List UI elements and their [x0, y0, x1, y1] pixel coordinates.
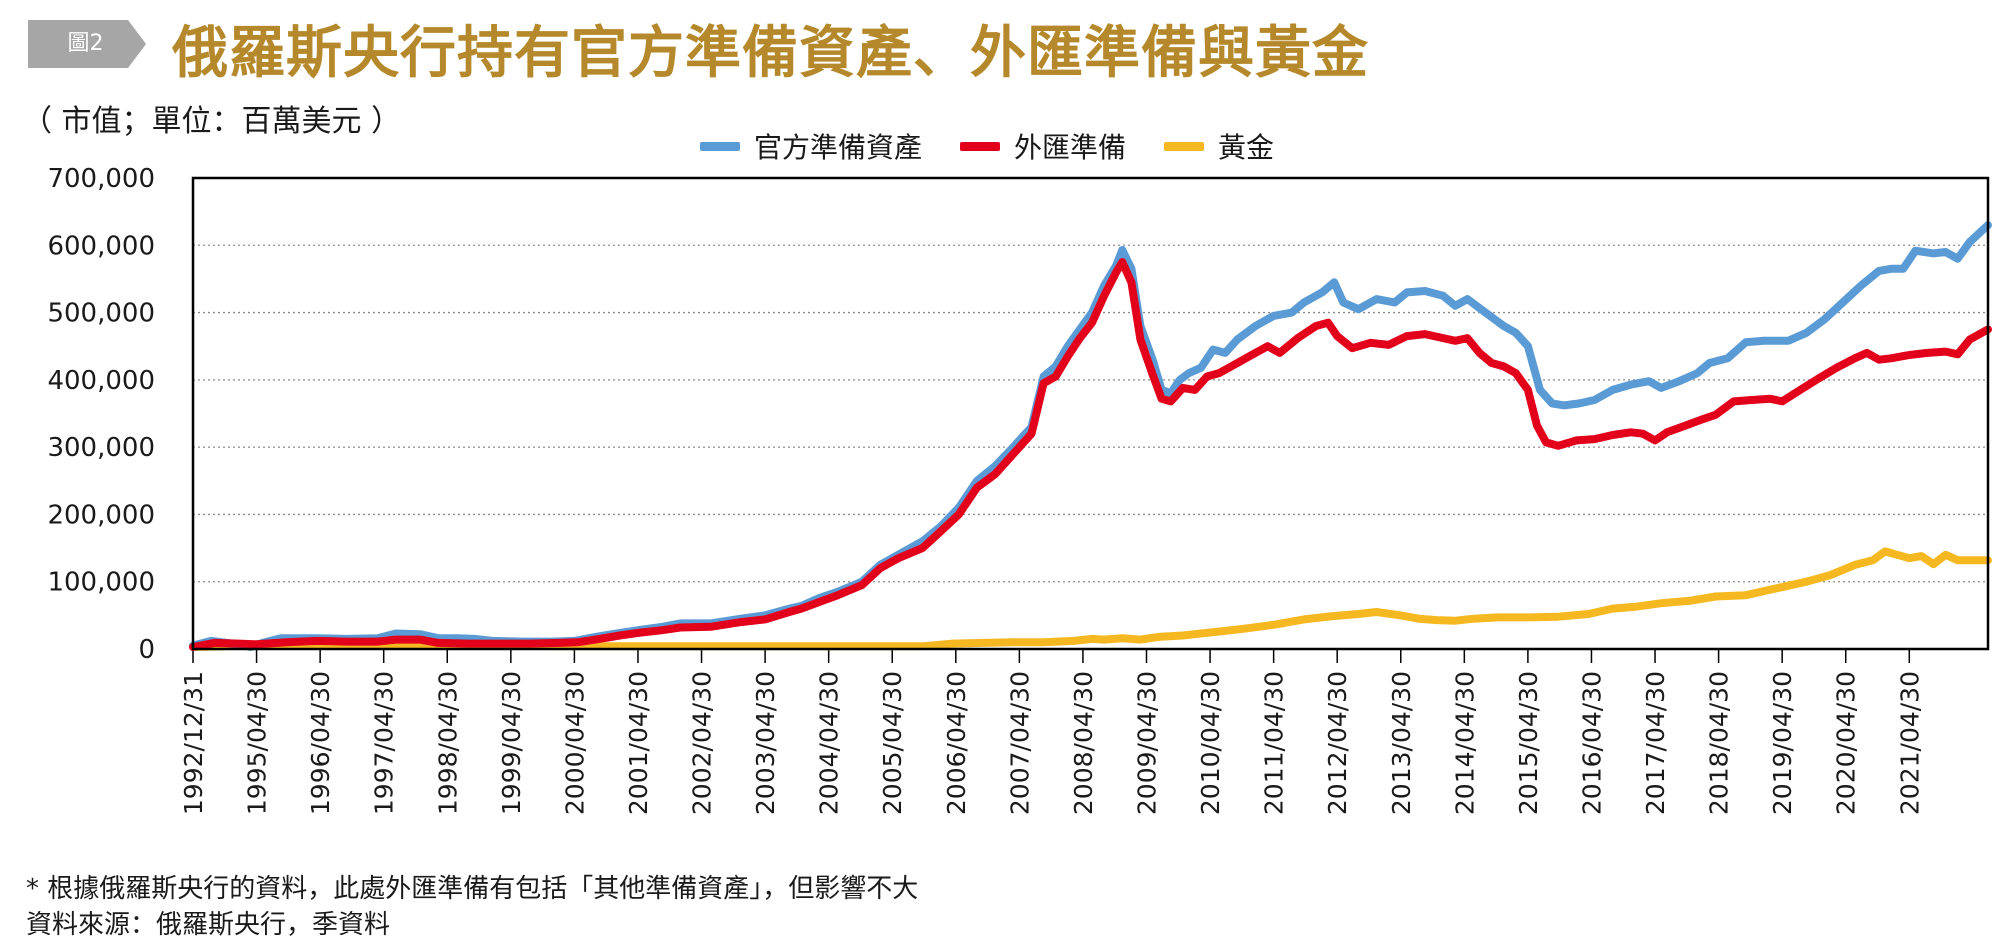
legend-label-total: 官方準備資產	[754, 131, 923, 164]
y-tick-label: 600,000	[47, 231, 155, 261]
x-tick-label: 2007/04/30	[1005, 671, 1034, 815]
legend-item-total: 官方準備資產	[700, 126, 922, 166]
x-tick-label: 2002/04/30	[688, 671, 717, 815]
legend-item-fx: 外匯準備	[960, 126, 1126, 166]
legend-label-gold: 黃金	[1218, 131, 1275, 164]
x-tick-label: 1995/04/30	[243, 671, 272, 815]
figure-tag-label: 圖2	[67, 31, 104, 56]
legend-label-fx: 外匯準備	[1014, 131, 1127, 164]
x-tick-label: 2016/04/30	[1577, 671, 1606, 815]
series-line-total	[189, 221, 1992, 651]
plot-frame	[191, 176, 1990, 651]
x-tick-label: 1992/12/31	[179, 671, 208, 815]
y-tick-label: 0	[138, 635, 155, 665]
y-tick-label: 700,000	[47, 164, 155, 194]
y-tick-label: 500,000	[47, 299, 155, 329]
x-tick-label: 2019/04/30	[1768, 671, 1797, 815]
legend-swatch-fx	[960, 141, 1001, 151]
y-tick-label: 400,000	[47, 366, 155, 396]
chart-legend: 官方準備資產 外匯準備 黃金	[700, 126, 1274, 166]
x-tick-label: 2017/04/30	[1641, 671, 1670, 815]
x-tick-label: 1999/04/30	[497, 671, 526, 815]
x-tick-label: 2005/04/30	[878, 671, 907, 815]
figure-tag-arrow-shape	[28, 20, 146, 68]
y-tick-label: 200,000	[47, 500, 155, 530]
x-tick-label: 1997/04/30	[370, 671, 399, 815]
x-tick-label: 2021/04/30	[1895, 671, 1924, 815]
x-tick-label: 2008/04/30	[1069, 671, 1098, 815]
footnote-source: 資料來源：俄羅斯央行，季資料	[26, 910, 391, 940]
x-tick-label: 2011/04/30	[1260, 671, 1289, 815]
legend-swatch-total	[700, 141, 740, 151]
legend-item-gold: 黃金	[1164, 126, 1274, 166]
x-tick-label: 2010/04/30	[1196, 671, 1225, 815]
footnote-note: * 根據俄羅斯央行的資料，此處外匯準備有包括「其他準備資產」，但影響不大	[26, 874, 919, 904]
legend-swatch-gold	[1164, 141, 1205, 151]
chart-title: 俄羅斯央行持有官方準備資產、外匯準備與黃金	[172, 20, 1369, 86]
x-tick-label: 2001/04/30	[624, 671, 653, 815]
y-tick-label: 100,000	[47, 568, 155, 598]
y-tick-label: 300,000	[47, 433, 155, 463]
x-tick-label: 2000/04/30	[560, 671, 589, 815]
x-tick-label: 2018/04/30	[1705, 671, 1734, 815]
x-tick-label: 2015/04/30	[1514, 671, 1543, 815]
x-tick-label: 2006/04/30	[942, 671, 971, 815]
x-tick-label: 2004/04/30	[815, 671, 844, 815]
unit-label: （ 市值；單位：百萬美元 ）	[22, 104, 402, 139]
x-tick-label: 2013/04/30	[1387, 671, 1416, 815]
x-tick-label: 2012/04/30	[1323, 671, 1352, 815]
series-line-fx	[189, 258, 1992, 651]
x-tick-label: 2020/04/30	[1832, 671, 1861, 815]
x-tick-label: 2003/04/30	[751, 671, 780, 815]
series-line-gold	[189, 547, 1992, 651]
reserves-line-chart: 0 100,000 200,000 300,000 400,000 500,000 600,…	[47, 164, 1992, 815]
figure-tag: 圖2	[28, 20, 146, 68]
x-tick-label: 1996/04/30	[306, 671, 335, 815]
x-tick-label: 2009/04/30	[1132, 671, 1161, 815]
x-tick-label: 2014/04/30	[1450, 671, 1479, 815]
x-tick-label: 1998/04/30	[433, 671, 462, 815]
